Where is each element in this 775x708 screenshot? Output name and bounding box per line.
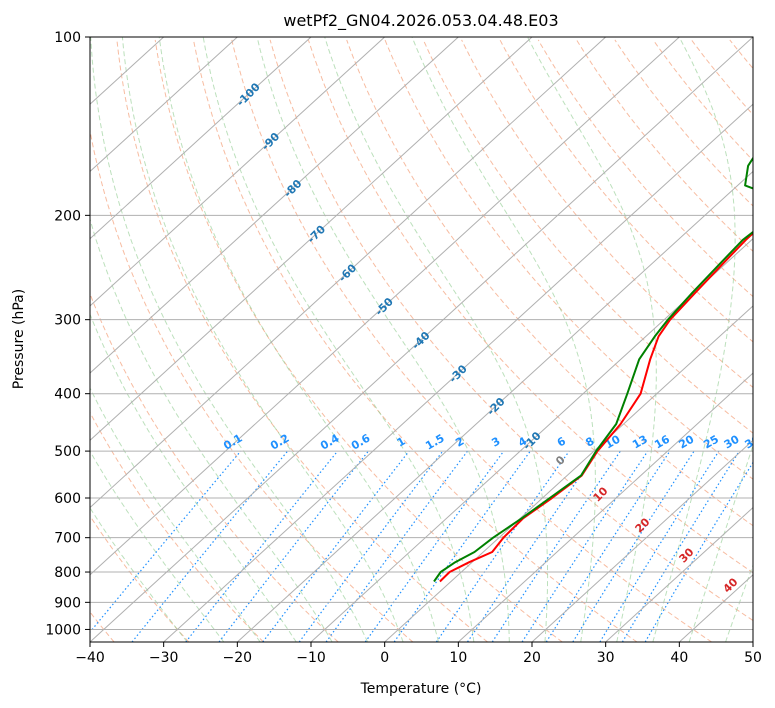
y-axis-label: Pressure (hPa)	[11, 289, 27, 389]
isotherm--100	[90, 37, 312, 240]
isotherm-0	[384, 305, 753, 642]
sounding-lines	[433, 156, 753, 583]
y-tick-label: 200	[54, 208, 81, 224]
y-tick-label: 600	[54, 491, 81, 507]
moist-adiabat-25	[411, 37, 596, 642]
isotherm-20	[531, 439, 753, 642]
x-tick-label: −20	[223, 650, 253, 666]
isotherm--80	[90, 37, 459, 374]
chart-title: wetPf2_GN04.2026.053.04.48.E03	[283, 11, 558, 31]
mixing-ratio-2	[325, 450, 468, 642]
dry-adiabat-40	[231, 39, 712, 642]
moist-adiabat-20	[324, 37, 549, 642]
mixing-ratio-label: 36	[742, 432, 762, 451]
mixing-ratio-1.5	[298, 450, 444, 642]
dry-adiabat-10	[116, 39, 488, 642]
moist-adiabat-45	[725, 563, 753, 642]
dry-adiabat-110	[499, 39, 753, 343]
dry-adiabat-30	[193, 39, 638, 642]
x-tick-label: 40	[670, 650, 688, 666]
x-axis-label: Temperature (°C)	[360, 681, 482, 697]
moist-adiabat-15	[256, 37, 510, 642]
dry-adiabat--30	[90, 515, 190, 642]
isotherm-10	[457, 372, 753, 642]
x-tick-label: 10	[449, 650, 467, 666]
moist-adiabat--25	[90, 450, 225, 642]
x-tick-label: −40	[75, 650, 105, 666]
mixing-ratio-10	[491, 450, 621, 642]
dry-adiabats	[90, 39, 753, 642]
mixing-ratio-0.2	[131, 450, 289, 642]
isotherm-30	[605, 506, 753, 642]
x-tick-label: 0	[380, 650, 389, 666]
x-tick-label: −10	[296, 650, 326, 666]
dry-adiabat-0	[90, 128, 414, 642]
mixing-ratio-0.4	[185, 450, 339, 642]
moist-adiabat-35	[652, 37, 736, 642]
moist-adiabat--10	[90, 217, 333, 642]
moist-adiabat-40	[688, 444, 753, 642]
y-tick-label: 700	[54, 531, 81, 547]
isotherm--90	[90, 37, 386, 307]
mixing-ratio-20	[572, 450, 695, 642]
dry-adiabat-60	[307, 39, 753, 574]
isotherm--30	[163, 103, 753, 642]
isotherm--50	[90, 37, 680, 576]
x-tick-label: 30	[597, 650, 615, 666]
y-tick-label: 100	[54, 30, 81, 46]
mixing-ratio-8	[466, 450, 599, 642]
isotherms	[90, 37, 753, 642]
y-axis-ticks: 1000 900 800 700 600 500 400 300 200 100	[45, 30, 90, 638]
x-tick-label: −30	[149, 650, 179, 666]
moist-adiabat-0	[121, 37, 404, 642]
mixing-ratio-0.1	[90, 450, 242, 633]
isotherm--60	[90, 37, 607, 509]
dry-adiabat-140	[614, 39, 753, 207]
isotherm--40	[90, 37, 753, 642]
moist-adiabat--20	[90, 387, 261, 642]
isobars	[90, 37, 753, 630]
x-axis-ticks: −40 −30 −20 −10 0 10 20 30 40 50	[75, 642, 762, 666]
temperature-line	[439, 231, 753, 583]
isotherm--70	[90, 37, 533, 442]
y-tick-label: 400	[54, 387, 81, 403]
mixing-ratio-30	[621, 450, 740, 642]
moist-adiabat-5	[158, 37, 439, 642]
x-tick-label: 20	[523, 650, 541, 666]
dry-adiabat-100	[461, 39, 753, 388]
mixing-ratio-13	[521, 450, 649, 642]
dry-adiabat--10	[90, 292, 339, 642]
dewpoint-line	[433, 156, 753, 583]
y-tick-label: 800	[54, 565, 81, 581]
mixing-ratio-lines	[90, 450, 753, 642]
x-tick-label: 50	[744, 650, 762, 666]
y-tick-label: 1000	[45, 622, 81, 638]
isotherm--10	[310, 237, 753, 642]
dry-adiabat-50	[269, 39, 753, 622]
moist-adiabat--15	[90, 313, 297, 642]
mixing-ratio-3	[364, 450, 505, 642]
isotherm--110	[90, 37, 238, 173]
dry-adiabat-130	[576, 39, 753, 252]
dry-adiabat-120	[537, 39, 753, 298]
moist-adiabats	[90, 37, 753, 642]
y-tick-label: 300	[54, 313, 81, 329]
mixing-ratio-6	[435, 450, 570, 642]
dry-adiabat-70	[346, 39, 753, 527]
plot-frame	[89, 36, 754, 643]
isotherm--20	[236, 170, 753, 642]
y-tick-label: 500	[54, 444, 81, 460]
moist-adiabat-10	[202, 37, 475, 642]
y-tick-label: 900	[54, 595, 81, 611]
mixing-ratio-16	[545, 450, 671, 642]
mixing-ratio-1	[262, 450, 410, 642]
dry-adiabat-20	[154, 39, 563, 642]
